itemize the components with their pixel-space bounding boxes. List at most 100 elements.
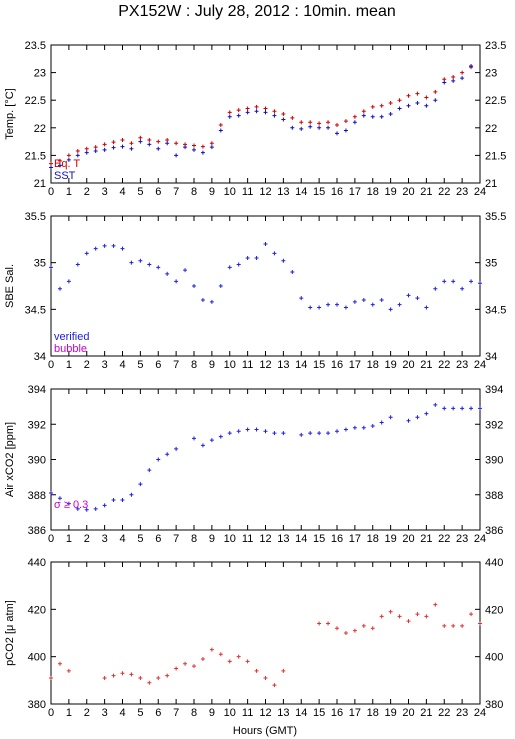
data-point (361, 298, 366, 302)
data-point (254, 109, 259, 114)
data-point (192, 436, 196, 441)
data-point (424, 103, 429, 108)
data-point (442, 80, 447, 85)
data-point (263, 106, 268, 111)
x-tick-label: 12 (259, 186, 271, 198)
x-tick-label: 23 (456, 707, 468, 719)
y-tick-label-right: 34 (485, 351, 497, 363)
data-point (49, 161, 53, 166)
x-tick-label: 8 (191, 533, 197, 545)
data-point (138, 675, 143, 680)
data-point (317, 431, 322, 436)
y-tick-label-right: 386 (485, 525, 503, 537)
data-point (478, 281, 482, 286)
data-point (156, 675, 161, 680)
data-point (451, 279, 456, 284)
y-tick-label-right: 392 (485, 419, 503, 431)
x-tick-label: 16 (331, 533, 343, 545)
data-point (49, 165, 53, 170)
data-point (218, 284, 223, 288)
x-tick-label: 22 (438, 359, 450, 371)
data-point (245, 106, 250, 111)
data-point (352, 120, 357, 125)
data-point (460, 70, 465, 75)
x-tick-label: 22 (438, 533, 450, 545)
y-tick-label-right: 440 (485, 557, 503, 569)
y-tick-label: 35.5 (25, 211, 46, 223)
data-point (200, 144, 205, 149)
data-point (335, 626, 339, 631)
x-tick-label: 16 (331, 186, 343, 198)
data-point (263, 242, 268, 246)
data-point (397, 302, 402, 307)
y-tick-label: 35 (34, 258, 46, 270)
x-tick-label: 5 (137, 359, 143, 371)
data-point (388, 100, 393, 105)
data-point (433, 286, 438, 291)
y-tick-label: 380 (28, 699, 46, 711)
data-point (424, 614, 429, 619)
data-point (370, 104, 375, 109)
x-tick-label: 20 (402, 707, 414, 719)
x-tick-label: 19 (385, 186, 397, 198)
x-tick-label: 14 (295, 359, 307, 371)
y-tick-label: 23 (34, 68, 46, 80)
y-tick-label-right: 390 (485, 455, 503, 467)
data-point (111, 243, 116, 248)
annotation: σ ≥ 0.3 (54, 499, 88, 511)
x-tick-label: 11 (242, 533, 253, 545)
x-tick-label: 5 (137, 186, 143, 198)
data-point (102, 147, 107, 152)
data-point (183, 145, 188, 150)
data-point (120, 498, 125, 503)
x-tick-label: 7 (173, 533, 179, 545)
y-axis-label: Temp. [°C] (4, 88, 16, 139)
x-tick-label: 3 (102, 533, 108, 545)
data-point (165, 673, 170, 678)
panel-3: 0 1 2 3 4 5 6 7 8 9 10 11 12 13 14 15 16 17 18 19 20 21 22 23 24… (4, 384, 503, 545)
x-tick-label: 23 (456, 359, 468, 371)
data-point (200, 150, 205, 155)
x-tick-label: 9 (209, 186, 215, 198)
data-point (174, 666, 179, 671)
data-point (343, 305, 348, 310)
legend-entry: SST (54, 170, 76, 182)
data-point (343, 128, 348, 133)
data-point (335, 123, 339, 128)
data-point (281, 431, 286, 436)
x-tick-label: 19 (385, 707, 397, 719)
data-point (66, 157, 71, 162)
data-point (272, 113, 277, 118)
x-tick-label: 17 (349, 707, 361, 719)
data-point (352, 299, 357, 304)
data-point (379, 614, 384, 619)
y-tick-label-right: 21.5 (485, 150, 506, 162)
x-tick-label: 9 (209, 533, 215, 545)
y-axis-label: Air xCO2 [ppm] (4, 422, 16, 497)
data-point (218, 128, 223, 133)
data-point (263, 110, 268, 115)
series-1 (49, 602, 482, 688)
data-point (406, 93, 411, 98)
data-point (379, 298, 384, 302)
data-point (209, 141, 214, 146)
x-tick-label: 11 (242, 707, 253, 719)
y-tick-label: 394 (28, 384, 46, 396)
y-tick-label-right: 23 (485, 68, 497, 80)
data-point (326, 302, 331, 307)
x-tick-label: 17 (349, 533, 361, 545)
data-point (156, 457, 161, 462)
data-point (451, 75, 456, 80)
x-tick-label: 15 (313, 533, 325, 545)
x-tick-label: 2 (84, 707, 90, 719)
data-point (138, 135, 143, 140)
y-tick-label: 21.5 (25, 150, 46, 162)
data-point (129, 146, 134, 151)
data-point (245, 659, 250, 664)
data-point (254, 104, 259, 109)
y-tick-label-right: 380 (485, 699, 503, 711)
x-tick-label: 13 (277, 707, 289, 719)
x-tick-label: 21 (420, 707, 432, 719)
data-point (120, 671, 125, 676)
data-point (227, 110, 232, 115)
